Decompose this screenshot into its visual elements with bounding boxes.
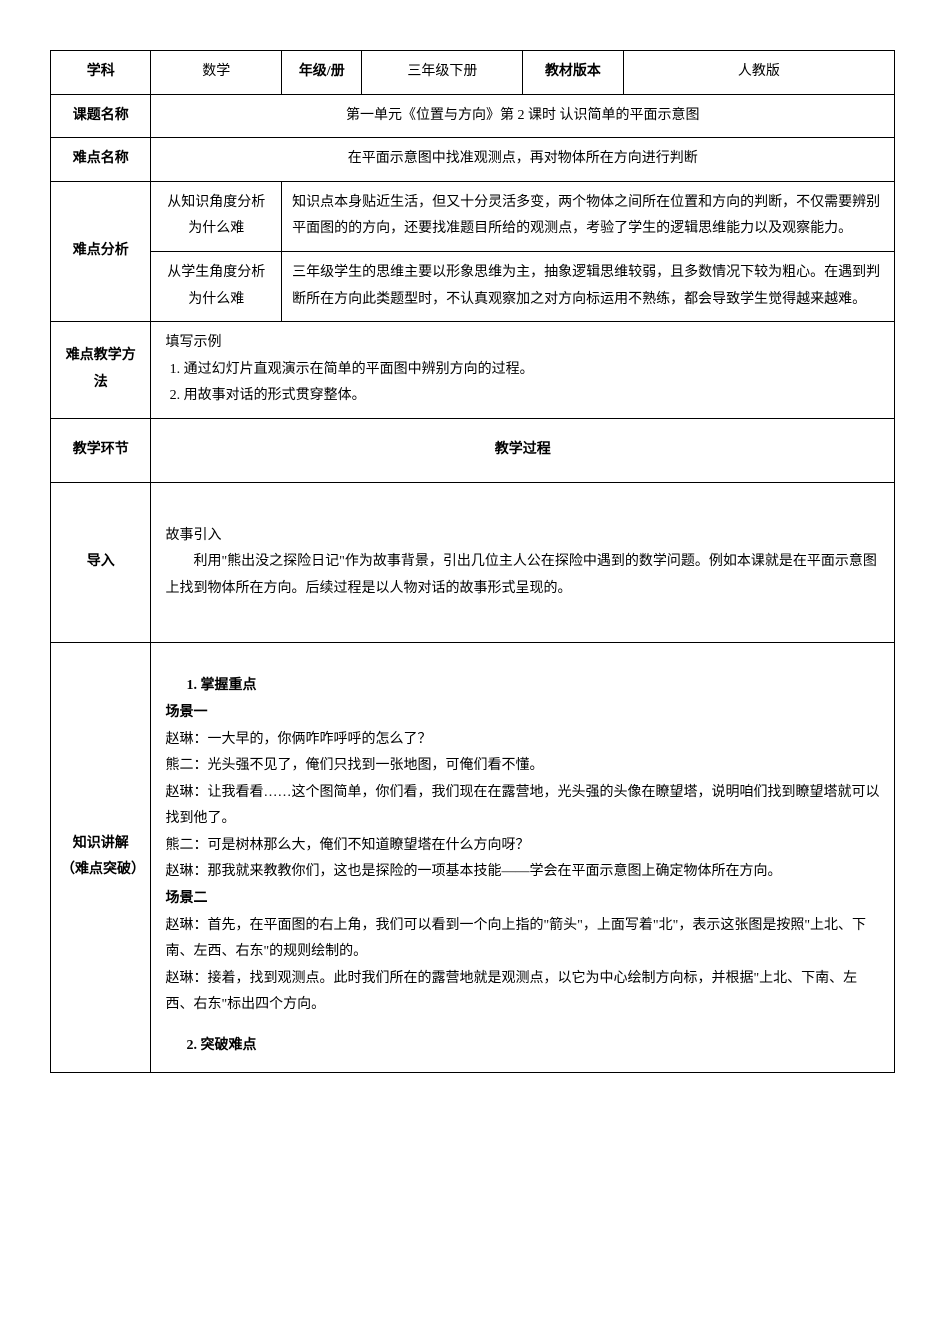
methods-content: 填写示例 1. 通过幻灯片直观演示在简单的平面图中辨别方向的过程。 2. 用故事… — [151, 322, 895, 419]
scene1-line1: 赵琳：一大早的，你俩咋咋呼呼的怎么了？ — [165, 727, 880, 754]
analysis-row-1: 难点分析 从知识角度分析为什么难 知识点本身贴近生活，但又十分灵活多变，两个物体… — [51, 181, 895, 251]
lesson-plan-table: 学科 数学 年级/册 三年级下册 教材版本 人教版 课题名称 第一单元《位置与方… — [50, 50, 895, 1073]
edition-value: 人教版 — [623, 51, 894, 95]
title-row: 课题名称 第一单元《位置与方向》第 2 课时 认识简单的平面示意图 — [51, 94, 895, 138]
analysis-sub1-text: 知识点本身贴近生活，但又十分灵活多变，两个物体之间所在位置和方向的判断，不仅需要… — [282, 181, 895, 251]
knowledge-h2: 2. 突破难点 — [165, 1033, 880, 1060]
scene1-line4: 熊二：可是树林那么大，俺们不知道瞭望塔在什么方向呀？ — [165, 833, 880, 860]
knowledge-h1: 1. 掌握重点 — [165, 673, 880, 700]
subject-value: 数学 — [151, 51, 282, 95]
process-step-label: 教学环节 — [51, 418, 151, 482]
knowledge-label-line1: 知识讲解 — [61, 831, 140, 858]
difficulty-label: 难点名称 — [51, 138, 151, 182]
subject-label: 学科 — [51, 51, 151, 95]
analysis-label: 难点分析 — [51, 181, 151, 321]
analysis-row-2: 从学生角度分析为什么难 三年级学生的思维主要以形象思维为主，抽象逻辑思维较弱，且… — [51, 251, 895, 321]
knowledge-label: 知识讲解 （难点突破） — [51, 643, 151, 1072]
scene1-line5: 赵琳：那我就来教教你们，这也是探险的一项基本技能——学会在平面示意图上确定物体所… — [165, 859, 880, 886]
edition-label: 教材版本 — [523, 51, 623, 95]
difficulty-name-row: 难点名称 在平面示意图中找准观测点，再对物体所在方向进行判断 — [51, 138, 895, 182]
intro-label: 导入 — [51, 482, 151, 643]
methods-item-1: 1. 通过幻灯片直观演示在简单的平面图中辨别方向的过程。 — [170, 357, 880, 384]
scene1-label: 场景一 — [165, 700, 880, 727]
methods-label: 难点教学方法 — [51, 322, 151, 419]
header-row-1: 学科 数学 年级/册 三年级下册 教材版本 人教版 — [51, 51, 895, 95]
topic-value: 第一单元《位置与方向》第 2 课时 认识简单的平面示意图 — [151, 94, 895, 138]
analysis-sub2-text: 三年级学生的思维主要以形象思维为主，抽象逻辑思维较弱，且多数情况下较为粗心。在遇… — [282, 251, 895, 321]
knowledge-content: 1. 掌握重点 场景一 赵琳：一大早的，你俩咋咋呼呼的怎么了？ 熊二：光头强不见… — [151, 643, 895, 1072]
intro-content: 故事引入 利用"熊出没之探险日记"作为故事背景，引出几位主人公在探险中遇到的数学… — [151, 482, 895, 643]
difficulty-value: 在平面示意图中找准观测点，再对物体所在方向进行判断 — [151, 138, 895, 182]
grade-value: 三年级下册 — [362, 51, 523, 95]
process-content-label: 教学过程 — [151, 418, 895, 482]
methods-example: 填写示例 — [165, 330, 880, 357]
analysis-sub1-label: 从知识角度分析为什么难 — [151, 181, 282, 251]
process-header-row: 教学环节 教学过程 — [51, 418, 895, 482]
methods-item-2: 2. 用故事对话的形式贯穿整体。 — [170, 383, 880, 410]
analysis-sub2-label: 从学生角度分析为什么难 — [151, 251, 282, 321]
knowledge-row: 知识讲解 （难点突破） 1. 掌握重点 场景一 赵琳：一大早的，你俩咋咋呼呼的怎… — [51, 643, 895, 1072]
intro-p2: 利用"熊出没之探险日记"作为故事背景，引出几位主人公在探险中遇到的数学问题。例如… — [165, 549, 880, 602]
scene1-line3: 赵琳：让我看看……这个图简单，你们看，我们现在在露营地，光头强的头像在瞭望塔，说… — [165, 780, 880, 833]
grade-label: 年级/册 — [282, 51, 362, 95]
scene2-label: 场景二 — [165, 886, 880, 913]
scene1-line2: 熊二：光头强不见了，俺们只找到一张地图，可俺们看不懂。 — [165, 753, 880, 780]
knowledge-label-line2: （难点突破） — [61, 857, 140, 884]
methods-row: 难点教学方法 填写示例 1. 通过幻灯片直观演示在简单的平面图中辨别方向的过程。… — [51, 322, 895, 419]
intro-row: 导入 故事引入 利用"熊出没之探险日记"作为故事背景，引出几位主人公在探险中遇到… — [51, 482, 895, 643]
intro-p1: 故事引入 — [165, 523, 880, 550]
scene2-line1: 赵琳：首先，在平面图的右上角，我们可以看到一个向上指的"箭头"，上面写着"北"，… — [165, 913, 880, 966]
scene2-line2: 赵琳：接着，找到观测点。此时我们所在的露营地就是观测点，以它为中心绘制方向标，并… — [165, 966, 880, 1019]
spacer — [165, 1019, 880, 1033]
topic-label: 课题名称 — [51, 94, 151, 138]
